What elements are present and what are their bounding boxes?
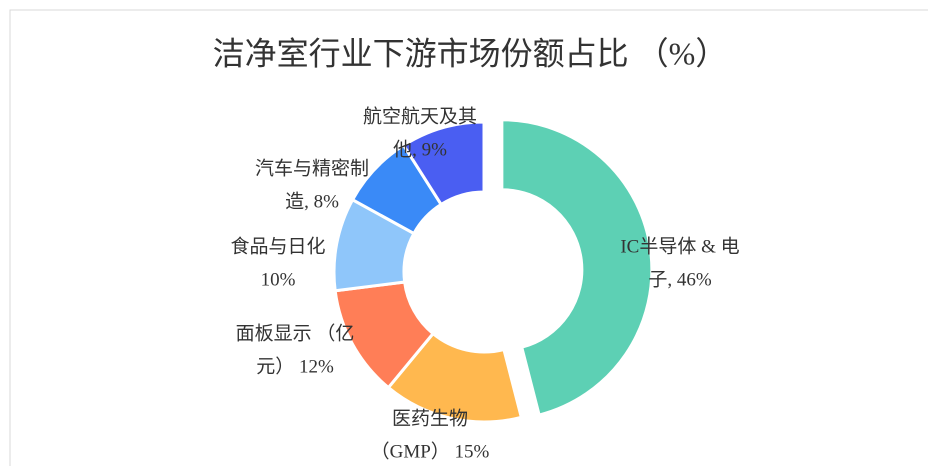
data-label: 航空航天及其 (363, 105, 477, 127)
data-label: 10% (261, 269, 296, 290)
data-label: 他, 9% (393, 138, 447, 160)
data-label: 食品与日化 (230, 235, 325, 257)
data-label: 造, 8% (285, 190, 339, 212)
data-label: IC半导体 & 电 (620, 235, 739, 257)
data-label: （GMP） 15% (371, 440, 490, 462)
data-label: 子, 46% (648, 269, 712, 290)
donut-slice (500, 118, 654, 417)
donut-slice (401, 120, 486, 207)
data-label: 面板显示 （亿 (236, 322, 355, 344)
data-label: 元） 12% (256, 355, 334, 377)
chart-title: 洁净室行业下游市场份额占比 （%） (213, 35, 728, 71)
data-label: 汽车与精密制 (255, 157, 369, 179)
data-label: 医药生物 (392, 407, 468, 429)
